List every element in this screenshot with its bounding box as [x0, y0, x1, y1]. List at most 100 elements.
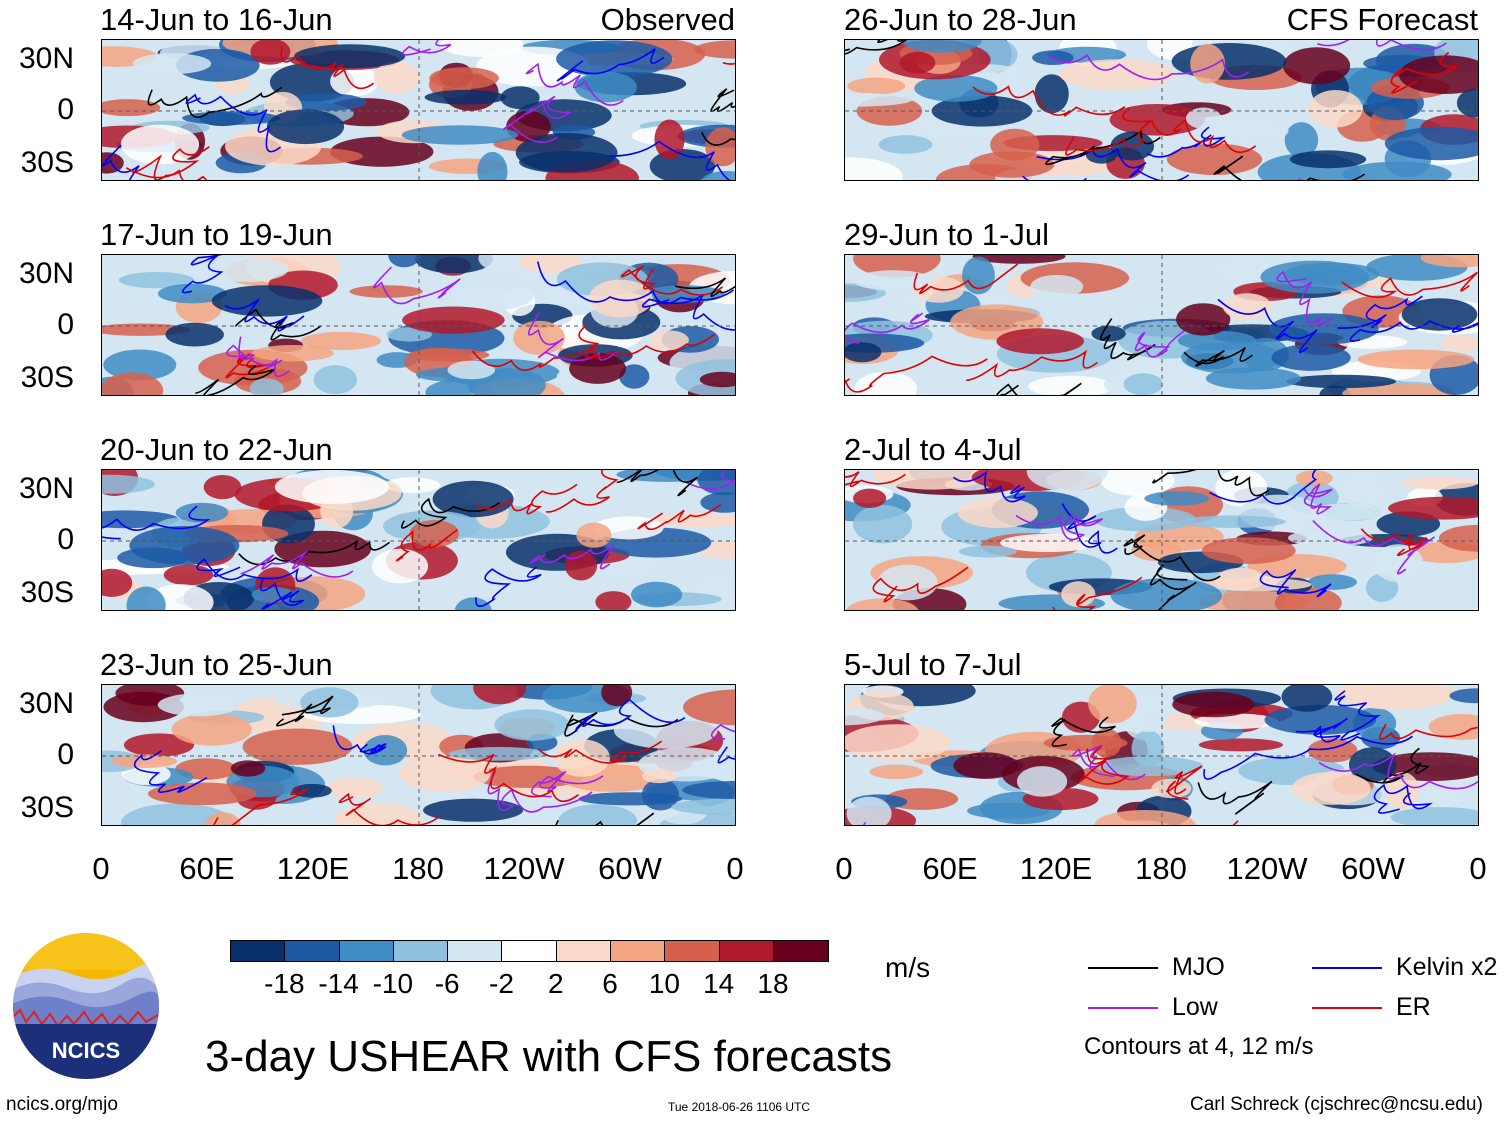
wave-contour — [1217, 298, 1318, 354]
shear-anomaly — [1308, 90, 1363, 128]
footer-timestamp: Tue 2018-06-26 1106 UTC — [668, 1100, 811, 1114]
colorbar-swatch — [719, 941, 774, 961]
shear-anomaly — [601, 685, 633, 707]
colorbar-swatch — [502, 941, 557, 961]
shear-anomaly — [846, 796, 892, 825]
legend-note: Contours at 4, 12 m/s — [1084, 1033, 1314, 1060]
shear-anomaly — [518, 255, 582, 273]
shear-anomaly — [613, 711, 718, 749]
lon-label: 60E — [922, 851, 978, 886]
colorbar-tick-label: -10 — [372, 968, 414, 999]
legend-low-line — [1088, 1006, 1158, 1009]
map-field — [102, 470, 735, 610]
wave-contour — [525, 62, 624, 106]
shear-anomaly — [1030, 274, 1084, 299]
shear-anomaly — [1123, 373, 1163, 395]
colorbar-tick-label: -6 — [434, 968, 460, 999]
legend-low-label: Low — [1172, 993, 1218, 1021]
colorbar-tick-label: 6 — [602, 968, 618, 999]
shear-anomaly — [123, 733, 195, 757]
lon-label: 0 — [92, 851, 110, 886]
colorbar-swatch — [285, 941, 340, 961]
shear-anomaly — [1095, 756, 1204, 777]
shear-anomaly — [1428, 714, 1478, 740]
wave-contour — [1373, 783, 1433, 814]
map-field — [845, 40, 1478, 180]
logo-text: NCICS — [52, 1038, 120, 1063]
wave-contour — [537, 261, 735, 305]
wave-contour — [584, 333, 716, 359]
lon-label: 180 — [1135, 851, 1187, 886]
wave-contour — [530, 770, 604, 798]
wave-contour — [845, 471, 906, 488]
shear-anomaly — [477, 151, 508, 180]
colorbar-tick-label: 2 — [548, 968, 564, 999]
lat-0: 0 — [57, 738, 74, 771]
shear-anomaly — [872, 470, 992, 490]
shear-anomaly — [845, 342, 882, 363]
shear-anomaly — [252, 345, 334, 362]
wave-contour — [372, 266, 461, 305]
wave-contour — [556, 48, 665, 82]
panel-tag-cfs-forecast: CFS Forecast — [1286, 2, 1478, 37]
shear-anomaly — [1420, 255, 1478, 268]
wave-contour — [196, 558, 313, 582]
shear-anomaly — [292, 783, 332, 798]
shear-anomaly — [990, 128, 1040, 161]
legend-er: ER — [1312, 993, 1431, 1022]
shear-anomaly — [1026, 470, 1108, 492]
shear-anomaly — [102, 99, 161, 117]
shear-anomaly — [132, 53, 212, 75]
shear-anomaly — [569, 353, 627, 384]
legend-kelvin-label: Kelvin x2 — [1396, 953, 1498, 981]
wave-contour — [1061, 503, 1118, 554]
wave-contour — [259, 579, 305, 610]
lat-30s: 30S — [20, 576, 74, 609]
shear-anomaly — [845, 157, 903, 180]
shear-anomaly — [649, 330, 689, 351]
shear-anomaly — [1281, 685, 1333, 712]
shear-anomaly — [274, 470, 389, 504]
figure-title: 3-day USHEAR with CFS forecasts — [205, 1032, 893, 1081]
shear-anomaly — [574, 71, 637, 103]
wave-contour — [845, 312, 930, 344]
colorbar-swatch — [393, 941, 449, 961]
shear-anomaly — [1283, 47, 1351, 85]
shear-anomaly — [996, 328, 1084, 355]
wave-contour — [996, 382, 1082, 395]
wave-contour — [238, 540, 390, 566]
shear-anomaly — [204, 812, 241, 825]
shear-anomaly — [165, 322, 224, 347]
footer-url[interactable]: ncics.org/mjo — [6, 1094, 118, 1115]
wave-contour — [438, 753, 579, 802]
wave-contour — [953, 470, 1026, 503]
lon-label: 180 — [392, 851, 444, 886]
legend-mjo-label: MJO — [1172, 953, 1225, 981]
wave-contour — [185, 93, 281, 153]
wave-contour — [1036, 147, 1190, 180]
map-panel-right-2 — [844, 469, 1479, 611]
lat-30n: 30N — [18, 257, 74, 290]
wave-contour — [338, 792, 440, 825]
shear-anomaly — [447, 282, 534, 311]
wave-contour — [332, 725, 387, 755]
shear-anomaly — [1088, 685, 1137, 724]
shear-anomaly — [553, 739, 610, 777]
colorbar-swatch — [773, 941, 829, 961]
shear-anomaly — [401, 125, 519, 145]
legend-mjo: MJO — [1088, 953, 1225, 982]
legend-er-line — [1312, 1006, 1382, 1009]
shear-anomaly — [1342, 161, 1452, 180]
shear-anomaly — [1284, 122, 1319, 158]
wave-contour — [195, 365, 276, 395]
wave-contour — [1150, 118, 1257, 153]
colorbar-units: m/s — [885, 952, 931, 983]
wave-contour — [529, 544, 615, 570]
shear-anomaly — [103, 349, 177, 381]
shear-anomaly — [1291, 771, 1371, 805]
shear-anomaly — [326, 777, 383, 799]
map-panel-left-3 — [101, 684, 736, 826]
shear-anomaly — [285, 93, 367, 111]
shear-anomaly — [641, 769, 677, 784]
wave-contour — [133, 749, 208, 793]
